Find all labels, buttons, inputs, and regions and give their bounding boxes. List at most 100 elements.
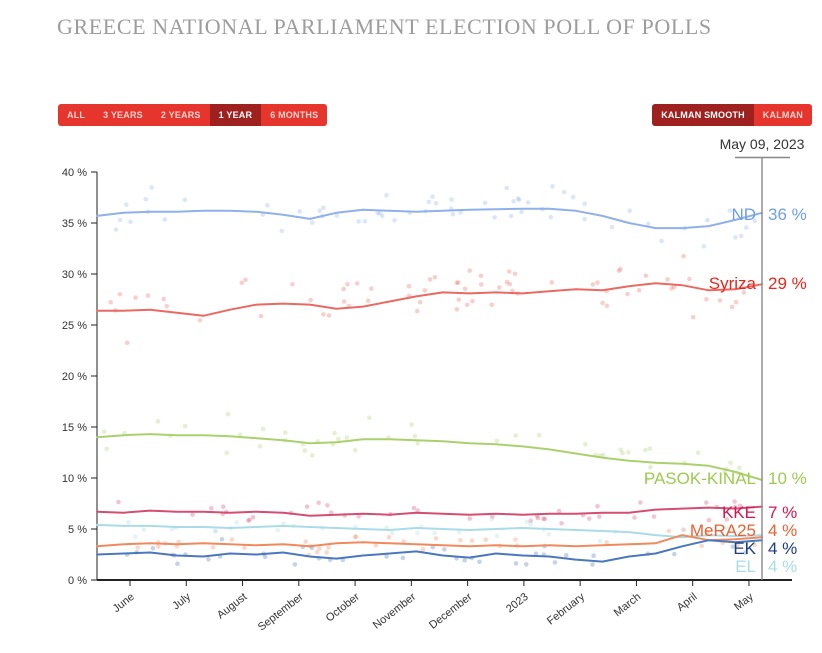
poll-dot	[587, 516, 592, 521]
poll-dot	[341, 299, 347, 304]
poll-dot	[733, 235, 738, 240]
poll-dot	[265, 203, 270, 208]
poll-dot	[732, 499, 737, 504]
poll-dot	[456, 529, 462, 535]
poll-dot	[297, 209, 303, 214]
poll-dot	[422, 288, 428, 293]
poll-dot	[494, 438, 500, 444]
poll-dot	[321, 205, 326, 211]
range-button-2-years[interactable]: 2 YEARS	[151, 104, 210, 126]
poll-dot	[564, 553, 569, 558]
poll-dot	[406, 283, 412, 289]
range-button-all[interactable]: ALL	[58, 104, 95, 126]
poll-dot	[455, 280, 461, 286]
poll-dot	[258, 313, 264, 319]
poll-dot	[724, 525, 730, 530]
poll-dot	[724, 517, 730, 522]
poll-dot	[519, 209, 524, 215]
poll-dot	[302, 448, 308, 453]
poll-dot	[489, 302, 495, 308]
poll-dot	[309, 220, 315, 225]
series-value-nd: 36 %	[768, 205, 807, 224]
poll-dot	[162, 217, 168, 222]
x-tick-label: August	[215, 591, 249, 622]
poll-dot	[533, 551, 539, 556]
poll-dot	[334, 213, 340, 218]
poll-dot	[561, 189, 567, 195]
poll-dot	[705, 529, 711, 535]
poll-dot	[528, 522, 533, 527]
poll-dot	[512, 271, 518, 277]
poll-dot	[604, 303, 610, 309]
poll-dot	[432, 275, 438, 280]
poll-dot	[116, 499, 121, 505]
x-tick-label: November	[371, 591, 419, 632]
poll-dot	[317, 546, 322, 551]
poll-dot	[687, 276, 692, 282]
series-value-pasok-kinal: 10 %	[768, 469, 807, 488]
poll-dot	[324, 550, 330, 555]
poll-dot	[504, 279, 510, 285]
poll-dot	[234, 520, 240, 525]
poll-dot	[597, 514, 602, 519]
poll-dot	[626, 449, 631, 455]
poll-dot	[737, 503, 743, 509]
range-selector: ALL 3 YEARS 2 YEARS 1 YEAR 6 MONTHS	[58, 104, 328, 126]
y-tick-label: 15 %	[62, 422, 87, 434]
poll-dot	[513, 561, 519, 566]
poll-dot	[321, 312, 326, 317]
series-line-el	[96, 523, 763, 539]
poll-dot	[549, 280, 555, 285]
series-line-mera25	[96, 534, 763, 548]
poll-dot	[524, 562, 529, 567]
poll-dot	[616, 268, 622, 274]
poll-dot	[449, 197, 454, 202]
series-label-pasok-kinal: PASOK-KINAL	[644, 469, 756, 488]
poll-dot	[176, 539, 181, 545]
poll-dot	[314, 549, 320, 555]
poll-dot	[392, 217, 397, 223]
poll-dot	[380, 213, 385, 219]
poll-dot	[442, 547, 447, 552]
y-tick-label: 5 %	[68, 524, 87, 536]
poll-dot	[150, 546, 156, 551]
range-button-3-years[interactable]: 3 YEARS	[94, 104, 152, 126]
poll-dot	[356, 514, 362, 519]
poll-dot	[386, 534, 392, 540]
poll-dot	[478, 282, 484, 287]
poll-dot	[229, 537, 235, 542]
poll-dot	[332, 430, 337, 436]
chart-plot-area[interactable]	[97, 172, 792, 580]
poll-dot	[454, 280, 460, 285]
scatter-mera25	[135, 527, 757, 558]
poll-dot	[535, 515, 541, 521]
poll-dot	[257, 443, 263, 449]
poll-dot	[135, 545, 141, 550]
poll-dot	[219, 537, 225, 542]
poll-dot	[247, 517, 252, 523]
poll-dot	[717, 298, 723, 303]
poll-dot	[458, 210, 463, 215]
poll-dot	[117, 217, 123, 223]
range-button-1-year[interactable]: 1 YEAR	[209, 104, 262, 126]
poll-dot	[262, 554, 268, 560]
x-tick-label: 2023	[504, 591, 531, 616]
x-tick-label: July	[170, 591, 193, 613]
poll-dot	[124, 340, 130, 346]
poll-dot	[681, 527, 687, 533]
poll-dot	[464, 302, 470, 308]
poll-dot	[336, 436, 341, 442]
smoothing-button-kalman-smooth[interactable]: KALMAN SMOOTH	[652, 104, 754, 126]
poll-dot	[225, 411, 231, 417]
poll-dot	[542, 516, 548, 522]
series-label-ek: EK	[733, 539, 756, 558]
smoothing-button-kalman[interactable]: KALMAN	[753, 104, 812, 126]
poll-dot	[212, 528, 218, 534]
poll-dot	[281, 521, 286, 526]
poll-dot	[470, 298, 475, 304]
poll-dot	[117, 292, 123, 297]
series-line-nd	[96, 207, 763, 230]
range-button-6-months[interactable]: 6 MONTHS	[261, 104, 328, 126]
y-tick-label: 20 %	[62, 371, 87, 383]
